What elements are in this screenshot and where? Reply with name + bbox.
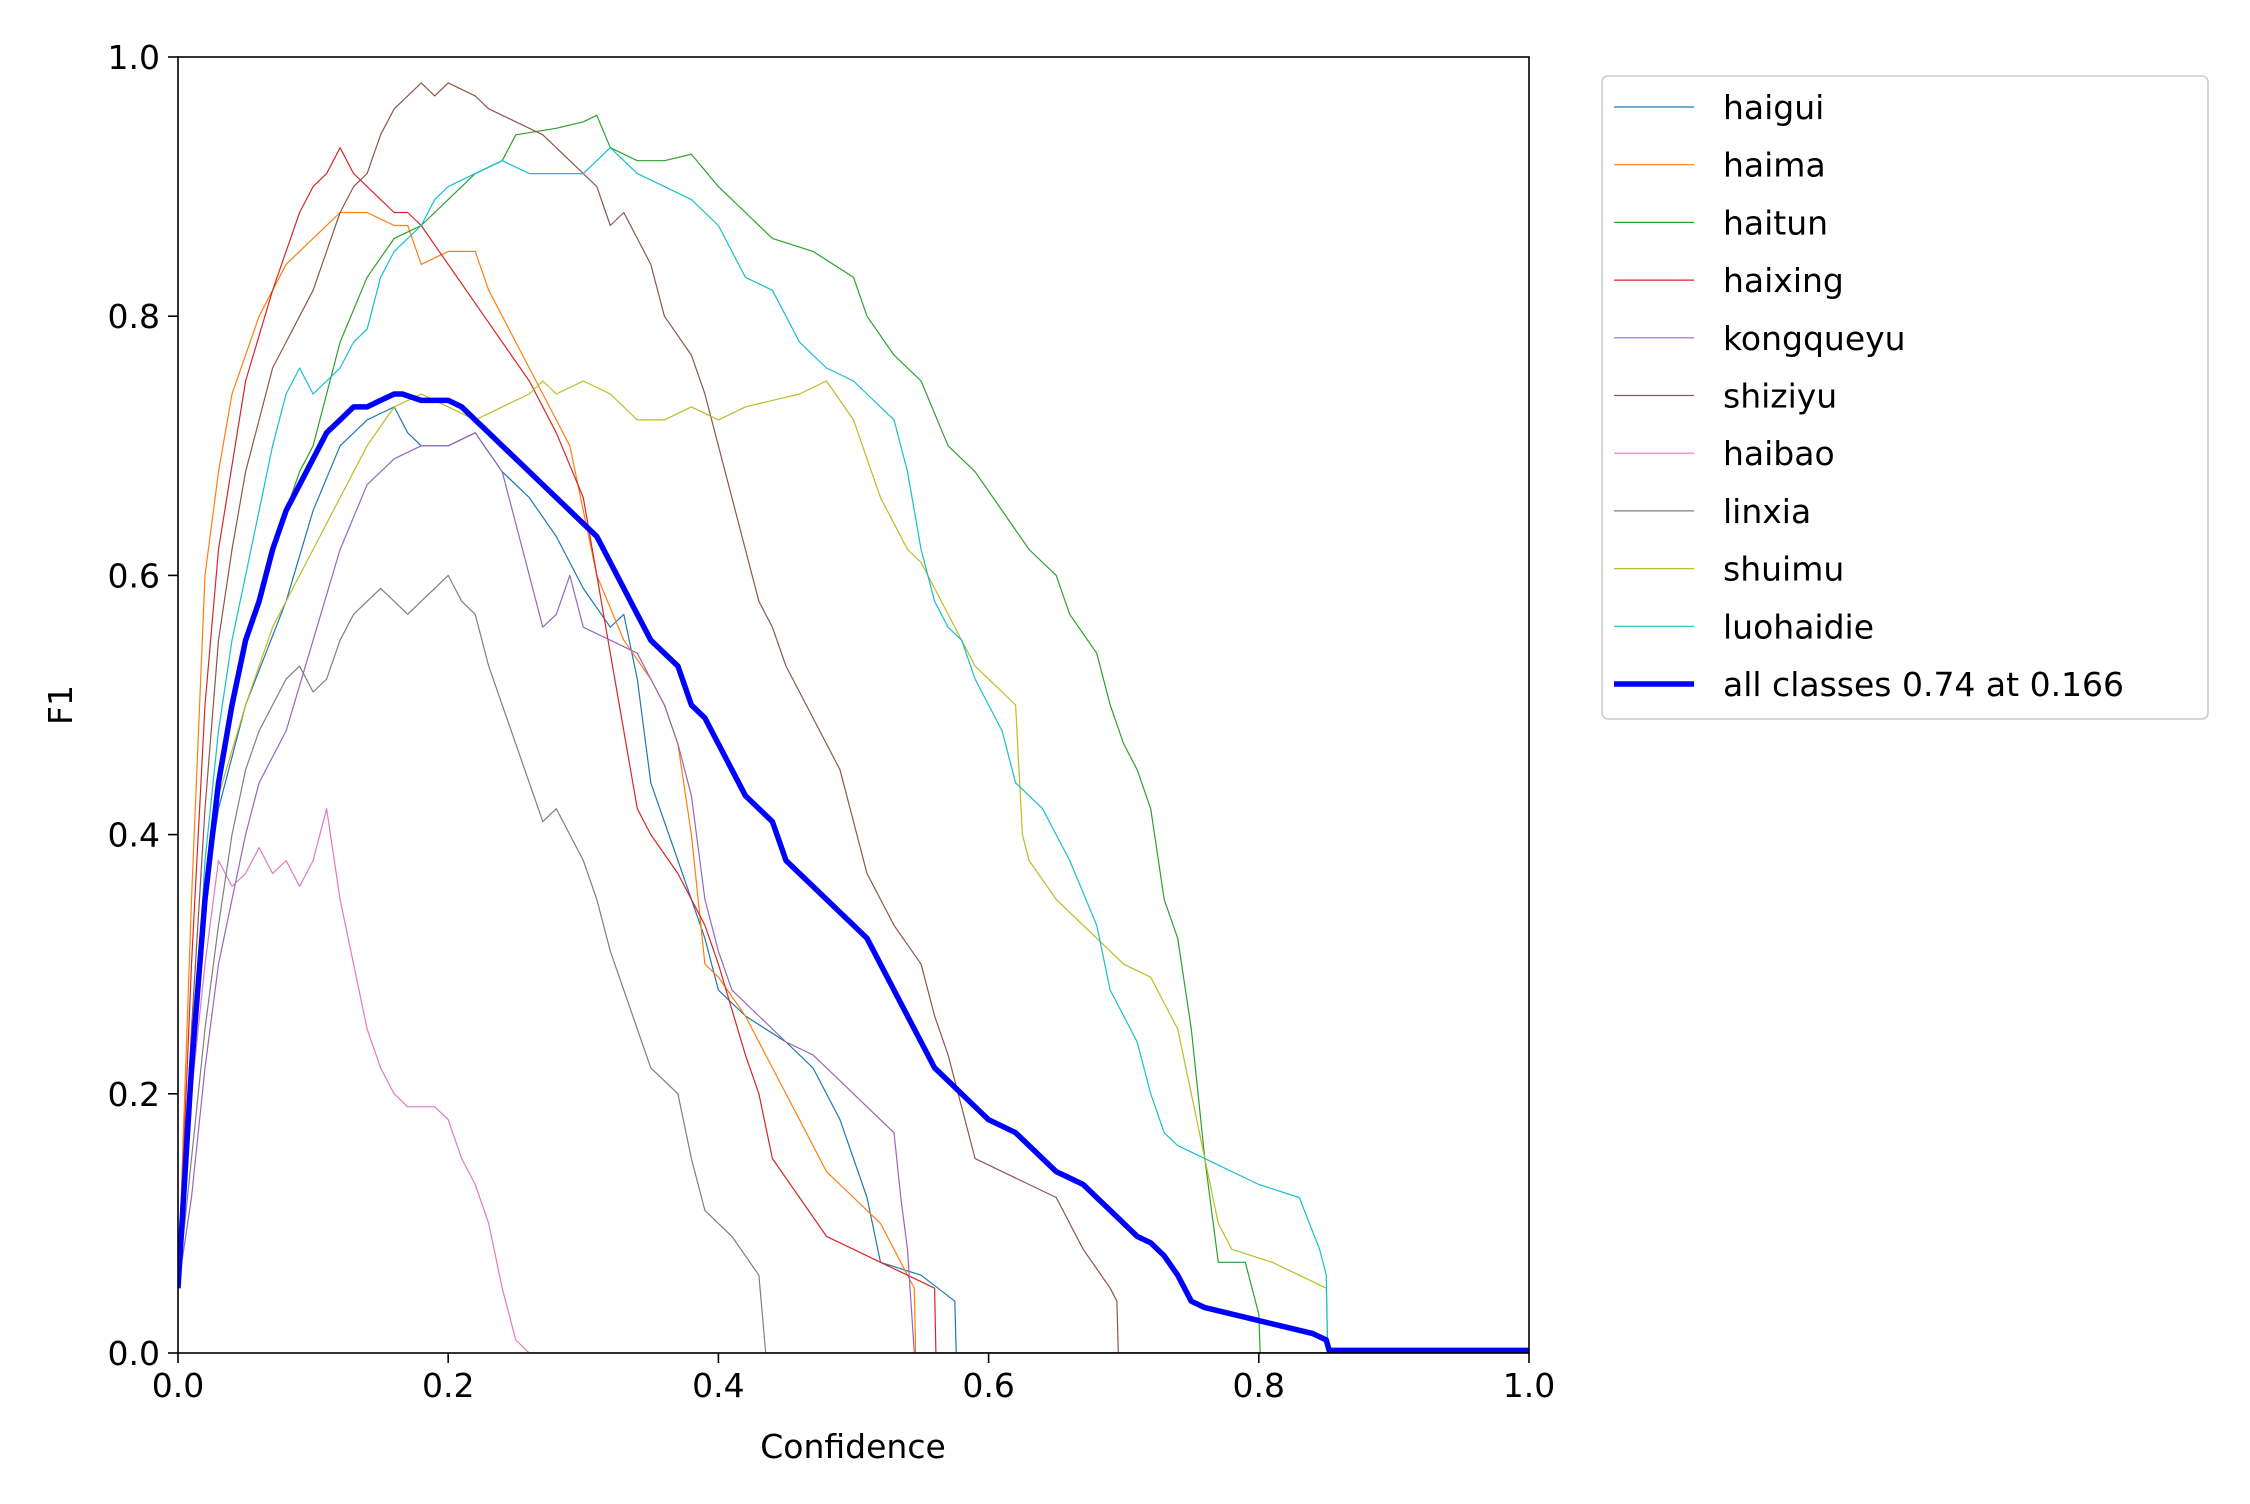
y-tick-label: 1.0: [108, 38, 160, 77]
series-line-haibao: [178, 808, 1529, 1353]
series-line-haima: [178, 211, 1529, 1353]
y-tick-label: 0.6: [108, 556, 160, 595]
x-axis-ticks: 0.0 0.2 0.4 0.6 0.8 1.0: [152, 1353, 1555, 1405]
series-line-haixing: [178, 147, 1529, 1353]
x-tick-label: 0.2: [422, 1366, 474, 1405]
series-line-luohaidie: [178, 147, 1529, 1353]
legend-label: haima: [1723, 146, 1826, 185]
series-line-haigui: [178, 406, 1529, 1353]
x-tick-label: 0.4: [692, 1366, 744, 1405]
y-axis-label: F1: [41, 685, 80, 725]
y-tick-label: 0.2: [108, 1075, 160, 1114]
series-line-linxia: [178, 574, 1529, 1353]
legend-label: haixing: [1723, 261, 1844, 300]
x-tick-label: 0.0: [152, 1366, 204, 1405]
legend-label: haibao: [1723, 434, 1835, 473]
y-axis-ticks: 0.0 0.2 0.4 0.6 0.8 1.0: [108, 38, 178, 1373]
legend-label: haitun: [1723, 203, 1828, 242]
legend-label: linxia: [1723, 492, 1811, 531]
series-layer: [178, 82, 1529, 1353]
legend-label: shuimu: [1723, 550, 1844, 589]
x-tick-label: 0.6: [962, 1366, 1014, 1405]
plot-frame: [177, 56, 1530, 1354]
y-tick-label: 0.4: [108, 816, 160, 855]
legend-label: all classes 0.74 at 0.166: [1723, 665, 2124, 704]
y-tick-label: 0.8: [108, 297, 160, 336]
x-axis-label: Confidence: [760, 1427, 946, 1466]
series-line-haitun: [178, 114, 1529, 1353]
series-line-kongqueyu: [178, 432, 1529, 1353]
legend-label: luohaidie: [1723, 607, 1874, 646]
legend-label: haigui: [1723, 88, 1824, 127]
x-tick-label: 0.8: [1233, 1366, 1285, 1405]
legend: haigui haima haitun haixing kongqueyu shiziyu…: [1601, 75, 2209, 720]
x-tick-label: 1.0: [1503, 1366, 1555, 1405]
series-line-shuimu: [178, 380, 1529, 1353]
y-tick-label: 0.0: [108, 1334, 160, 1373]
legend-label: shiziyu: [1723, 377, 1837, 416]
series-line-shiziyu: [178, 82, 1529, 1353]
legend-box: [1601, 75, 2209, 720]
legend-label: kongqueyu: [1723, 319, 1906, 358]
series-line-all: [178, 391, 1529, 1353]
